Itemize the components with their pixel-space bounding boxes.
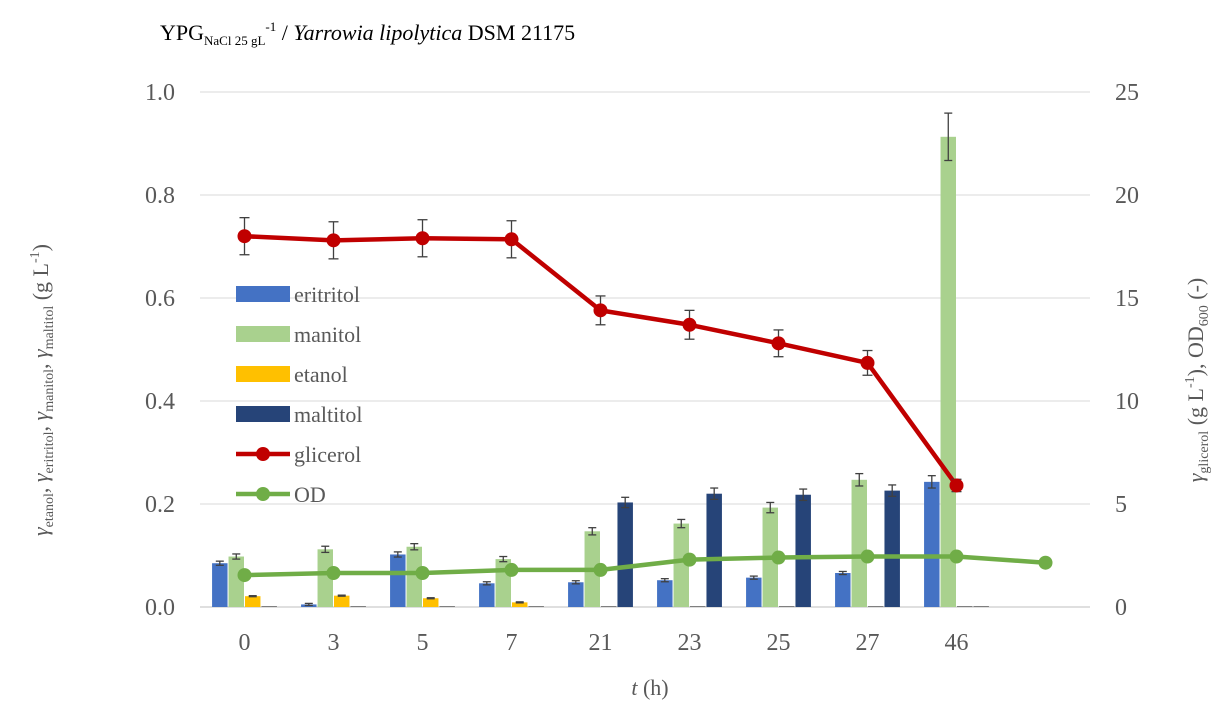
x-tick-label: 0 bbox=[239, 630, 251, 656]
y-right-tick-label: 15 bbox=[1115, 286, 1139, 312]
x-tick-label: 25 bbox=[767, 630, 791, 656]
x-tick-label: 7 bbox=[506, 630, 518, 656]
point-OD bbox=[415, 566, 430, 581]
y-axis-left: 0.0 0.2 0.4 0.6 0.8 1.0 bbox=[145, 80, 175, 621]
point-OD bbox=[237, 568, 252, 583]
bar-etanol bbox=[334, 595, 350, 607]
legend-label-etanol: etanol bbox=[294, 362, 348, 387]
point-glicerol bbox=[949, 478, 964, 493]
y-left-tick-label: 0.4 bbox=[145, 389, 175, 415]
bar-etanol bbox=[423, 598, 439, 607]
y-axis-left-label: γetanol, γeritritol, γmanitol, γmaltitol… bbox=[28, 244, 57, 536]
bar-manitol bbox=[406, 546, 422, 607]
y-left-tick-label: 0.6 bbox=[145, 286, 175, 312]
point-OD bbox=[860, 549, 875, 564]
y-right-tick-label: 10 bbox=[1115, 389, 1139, 415]
bar-manitol bbox=[673, 523, 689, 607]
bar-maltitol bbox=[795, 494, 811, 607]
gridlines bbox=[200, 91, 1090, 608]
y-left-tick-label: 0.0 bbox=[145, 595, 175, 621]
bar-manitol bbox=[317, 549, 333, 607]
legend: eritritol manitol etanol maltitol glicerol OD bbox=[236, 282, 362, 507]
legend-swatch-etanol bbox=[236, 366, 290, 382]
x-tick-label: 5 bbox=[417, 630, 429, 656]
bar-eritritol bbox=[835, 573, 851, 607]
bar-eritritol bbox=[746, 577, 762, 607]
y-right-tick-label: 25 bbox=[1115, 80, 1139, 106]
bar-maltitol bbox=[884, 490, 900, 607]
bar-eritritol bbox=[479, 583, 495, 607]
legend-label-OD: OD bbox=[294, 482, 326, 507]
legend-swatch-maltitol bbox=[236, 406, 290, 422]
bar-eritritol bbox=[924, 481, 940, 607]
bar-etanol bbox=[512, 602, 528, 607]
y-right-tick-label: 0 bbox=[1115, 595, 1127, 621]
bar-manitol bbox=[851, 479, 867, 607]
point-OD bbox=[771, 550, 786, 565]
point-OD bbox=[949, 549, 964, 564]
legend-marker-OD bbox=[256, 487, 270, 501]
x-tick-label: 3 bbox=[328, 630, 340, 656]
x-tick-label: 21 bbox=[589, 630, 613, 656]
x-tick-label: 46 bbox=[945, 630, 969, 656]
point-OD bbox=[682, 552, 697, 567]
point-OD bbox=[504, 562, 519, 577]
bar-maltitol bbox=[617, 502, 633, 607]
bar-eritritol bbox=[568, 582, 584, 607]
y-right-tick-label: 20 bbox=[1115, 183, 1139, 209]
x-axis: 0 3 5 7 21 23 25 27 46 bbox=[239, 630, 969, 656]
lines bbox=[237, 217, 1053, 583]
bar-manitol bbox=[940, 136, 956, 607]
point-OD bbox=[593, 562, 608, 577]
bar-eritritol bbox=[212, 563, 228, 607]
bar-manitol bbox=[228, 556, 244, 607]
legend-label-manitol: manitol bbox=[294, 322, 361, 347]
point-OD bbox=[1038, 555, 1053, 570]
bars bbox=[212, 112, 989, 607]
point-glicerol bbox=[415, 231, 430, 246]
chart-title: YPGNaCl 25 gL-1 / Yarrowia lipolytica DS… bbox=[160, 19, 575, 48]
point-OD bbox=[326, 566, 341, 581]
legend-swatch-eritritol bbox=[236, 286, 290, 302]
legend-label-glicerol: glicerol bbox=[294, 442, 361, 467]
legend-marker-glicerol bbox=[256, 447, 270, 461]
y-right-tick-label: 5 bbox=[1115, 492, 1127, 518]
bar-eritritol bbox=[657, 580, 673, 607]
bar-eritritol bbox=[390, 554, 406, 607]
legend-swatch-manitol bbox=[236, 326, 290, 342]
x-tick-label: 27 bbox=[856, 630, 880, 656]
bar-maltitol bbox=[706, 493, 722, 607]
y-left-tick-label: 1.0 bbox=[145, 80, 175, 106]
y-axis-right: 0 5 10 15 20 25 bbox=[1115, 80, 1139, 621]
y-axis-right-label: γglicerol (g L-1), OD600 (-) bbox=[1183, 278, 1212, 482]
legend-label-eritritol: eritritol bbox=[294, 282, 360, 307]
x-axis-label: t (h) bbox=[631, 675, 668, 700]
y-left-tick-label: 0.8 bbox=[145, 183, 175, 209]
point-glicerol bbox=[237, 229, 252, 244]
point-glicerol bbox=[682, 317, 697, 332]
x-tick-label: 23 bbox=[678, 630, 702, 656]
y-left-tick-label: 0.2 bbox=[145, 492, 175, 518]
legend-label-maltitol: maltitol bbox=[294, 402, 362, 427]
bar-etanol bbox=[245, 596, 261, 607]
line-OD bbox=[244, 554, 1046, 578]
point-glicerol bbox=[860, 355, 875, 370]
point-glicerol bbox=[593, 303, 608, 318]
point-glicerol bbox=[771, 336, 786, 351]
point-glicerol bbox=[504, 232, 519, 247]
point-glicerol bbox=[326, 233, 341, 248]
